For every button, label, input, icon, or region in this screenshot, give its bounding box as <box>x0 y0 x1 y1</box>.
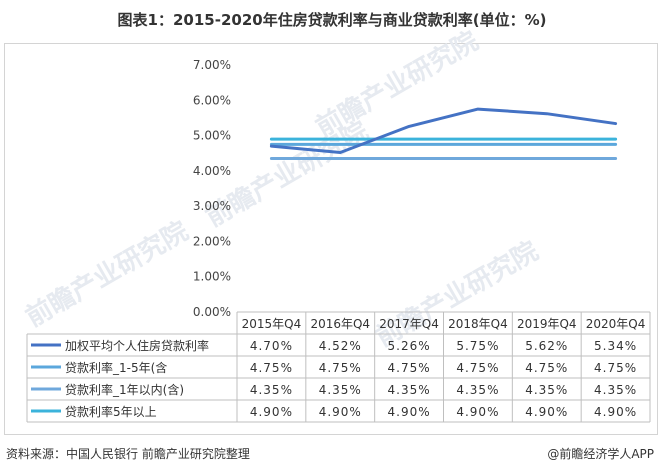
line-chart: 0.00% 1.00% 2.00% 3.00% 4.00% 5.00% 6.00% 7.00%… <box>26 58 651 423</box>
data-label: 4.90% <box>594 405 637 419</box>
series-name: 贷款利率5年以上 <box>65 404 157 419</box>
category-label: 2018年Q4 <box>448 317 508 331</box>
data-label: 4.35% <box>388 383 431 397</box>
category-label: 2016年Q4 <box>310 317 370 331</box>
category-label: 2019年Q4 <box>517 317 577 331</box>
chart-title: 图表1：2015-2020年住房贷款利率与商业贷款利率(单位：%) <box>117 11 547 29</box>
data-label: 5.62% <box>525 339 568 353</box>
y-tick-label: 3.00% <box>193 199 231 213</box>
category-label: 2017年Q4 <box>379 317 439 331</box>
data-label: 5.75% <box>456 339 499 353</box>
data-label: 4.90% <box>525 405 568 419</box>
data-label: 4.75% <box>319 361 362 375</box>
data-label: 4.35% <box>525 383 568 397</box>
data-label: 4.90% <box>250 405 293 419</box>
data-label: 4.75% <box>250 361 293 375</box>
data-label: 4.90% <box>388 405 431 419</box>
y-tick-label: 0.00% <box>193 305 231 319</box>
chart-frame: 前瞻产业研究院 前瞻产业研究院 前瞻产业研究院 前瞻产业研究院 0.00% 1.0… <box>4 26 658 435</box>
data-label: 4.52% <box>319 339 362 353</box>
series-line <box>269 107 618 155</box>
data-label: 4.70% <box>250 339 293 353</box>
data-label: 4.35% <box>456 383 499 397</box>
data-label: 4.35% <box>319 383 362 397</box>
data-label: 4.90% <box>319 405 362 419</box>
y-tick-label: 4.00% <box>193 164 231 178</box>
data-label: 5.26% <box>388 339 431 353</box>
y-tick-label: 1.00% <box>193 270 231 284</box>
data-label: 4.35% <box>250 383 293 397</box>
y-tick-label: 2.00% <box>193 234 231 248</box>
brand-label: @前瞻经济学人APP <box>547 447 654 461</box>
series-name: 贷款利率_1-5年(含 <box>65 360 167 375</box>
data-label: 4.75% <box>525 361 568 375</box>
category-label: 2020年Q4 <box>586 317 646 331</box>
category-label: 2015年Q4 <box>242 317 302 331</box>
data-label: 4.75% <box>388 361 431 375</box>
source-note: 资料来源：中国人民银行 前瞻产业研究院整理 <box>6 447 250 461</box>
y-tick-label: 5.00% <box>193 129 231 143</box>
data-label: 4.90% <box>456 405 499 419</box>
data-label: 4.35% <box>594 383 637 397</box>
data-label: 4.75% <box>456 361 499 375</box>
series-name: 加权平均个人住房贷款利率 <box>65 338 209 353</box>
data-label: 5.34% <box>594 339 637 353</box>
data-label: 4.75% <box>594 361 637 375</box>
y-tick-label: 6.00% <box>193 93 231 107</box>
series-name: 贷款利率_1年以内(含) <box>65 382 184 397</box>
y-tick-label: 7.00% <box>193 58 231 72</box>
